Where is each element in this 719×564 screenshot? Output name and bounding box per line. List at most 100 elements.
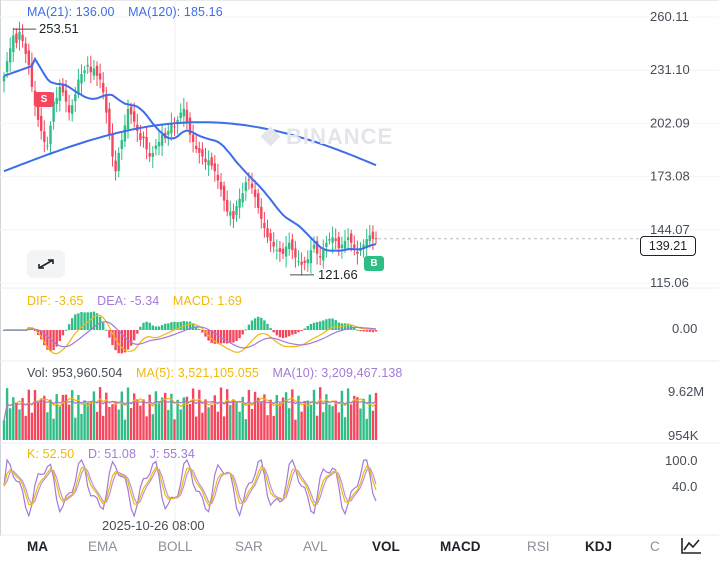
tab-rsi[interactable]: RSI: [527, 539, 550, 554]
macd-histogram-bar: [229, 330, 232, 343]
volume-bar: [136, 399, 139, 440]
candle-body: [281, 248, 285, 254]
tab-macd[interactable]: MACD: [440, 539, 481, 554]
volume-bar: [40, 399, 43, 440]
candle-body: [40, 115, 43, 131]
macd-histogram-bar: [71, 318, 74, 330]
candle-body: [108, 108, 111, 135]
macd-histogram-bar: [238, 330, 241, 339]
macd-histogram-bar: [337, 322, 340, 330]
tab-kdj[interactable]: KDJ: [585, 539, 613, 554]
macd-histogram-bar: [365, 330, 368, 332]
candle-body: [325, 242, 328, 248]
candle-body: [297, 261, 300, 263]
volume-legend: Vol: 953,960.504 MA(5): 3,521,105.055 MA…: [27, 366, 412, 380]
high-price-label: 253.51: [39, 21, 79, 36]
tab-boll[interactable]: BOLL: [158, 539, 193, 554]
candle-body: [368, 235, 371, 241]
macd-histogram-bar: [179, 321, 182, 330]
tab-c[interactable]: C: [650, 539, 660, 554]
chart-settings-button[interactable]: [680, 537, 702, 555]
vol-ma5-label: MA(5): 3,521,105.055: [136, 366, 259, 380]
macd-histogram-bar: [356, 329, 359, 331]
candle-body: [294, 248, 297, 258]
candle-body: [105, 94, 108, 113]
candle-body: [154, 145, 158, 149]
macd-histogram-bar: [312, 322, 316, 330]
macd-histogram-bar: [198, 328, 201, 330]
volume-bar: [238, 411, 241, 440]
candle-body: [191, 134, 195, 142]
volume-bar: [49, 399, 52, 440]
macd-histogram-bar: [145, 321, 148, 330]
volume-bar: [374, 392, 378, 440]
candle-body: [24, 43, 27, 54]
candle-body: [195, 145, 198, 150]
candle-body: [241, 193, 244, 203]
macd-histogram-bar: [64, 329, 68, 331]
candle-body: [5, 61, 9, 72]
ma21-line: [3, 56, 377, 252]
volume-bar: [226, 389, 229, 440]
volume-bar: [325, 394, 328, 440]
candle-body: [114, 160, 117, 172]
macd-histogram-bar: [58, 330, 61, 342]
candle-body: [275, 250, 278, 252]
sell-marker: S: [34, 92, 54, 107]
price-tick-label: 202.09: [650, 115, 690, 130]
tab-ma[interactable]: MA: [27, 539, 48, 554]
volume-bar: [297, 395, 300, 440]
volume-bar: [133, 393, 136, 440]
macd-histogram-bar: [241, 330, 244, 335]
volume-bar: [334, 400, 337, 440]
tab-ema[interactable]: EMA: [88, 539, 118, 554]
volume-bar: [167, 409, 170, 440]
candle-body: [123, 125, 127, 142]
volume-bar: [102, 415, 105, 440]
candle-body: [272, 241, 275, 247]
macd-histogram-bar: [222, 330, 226, 344]
candle-body: [300, 261, 303, 265]
fullscreen-button[interactable]: [27, 250, 65, 278]
volume-bar: [365, 418, 368, 440]
volume-bar: [315, 415, 319, 440]
candle-body: [353, 244, 356, 249]
candle-body: [269, 233, 272, 241]
candle-body: [74, 94, 77, 102]
macd-histogram-bar: [374, 330, 378, 332]
candle-body: [182, 108, 185, 117]
kdj-k-label: K: 52.50: [27, 447, 75, 461]
macd-histogram-bar: [291, 330, 294, 335]
macd-histogram-bar: [359, 330, 362, 332]
volume-bar: [114, 402, 117, 440]
tab-vol[interactable]: VOL: [372, 539, 400, 554]
candle-body: [198, 148, 201, 153]
tab-avl[interactable]: AVL: [303, 539, 328, 554]
candle-body: [142, 136, 145, 139]
candle-body: [64, 90, 68, 102]
candle-body: [173, 126, 176, 128]
candle-body: [312, 244, 316, 249]
macd-histogram-bar: [325, 319, 328, 330]
macd-histogram-bar: [151, 325, 154, 330]
volume-bar: [191, 388, 195, 440]
macd-histogram-bar: [40, 330, 43, 340]
volume-bar: [139, 405, 142, 440]
candle-body: [253, 189, 257, 197]
candle-body: [157, 141, 161, 147]
macd-histogram-bar: [281, 330, 285, 339]
volume-bar: [198, 389, 201, 440]
candle-body: [371, 231, 375, 240]
volume-bar: [222, 416, 226, 440]
candle-body: [284, 246, 288, 257]
volume-bar: [359, 408, 362, 440]
volume-bar: [291, 389, 294, 440]
kdj-k-line: [3, 465, 377, 507]
price-tick-label: 231.10: [650, 62, 690, 77]
tab-sar[interactable]: SAR: [235, 539, 263, 554]
candle-body: [247, 179, 251, 181]
macd-histogram-bar: [297, 330, 300, 333]
volume-bar: [204, 399, 207, 440]
macd-histogram-bar: [185, 321, 189, 330]
